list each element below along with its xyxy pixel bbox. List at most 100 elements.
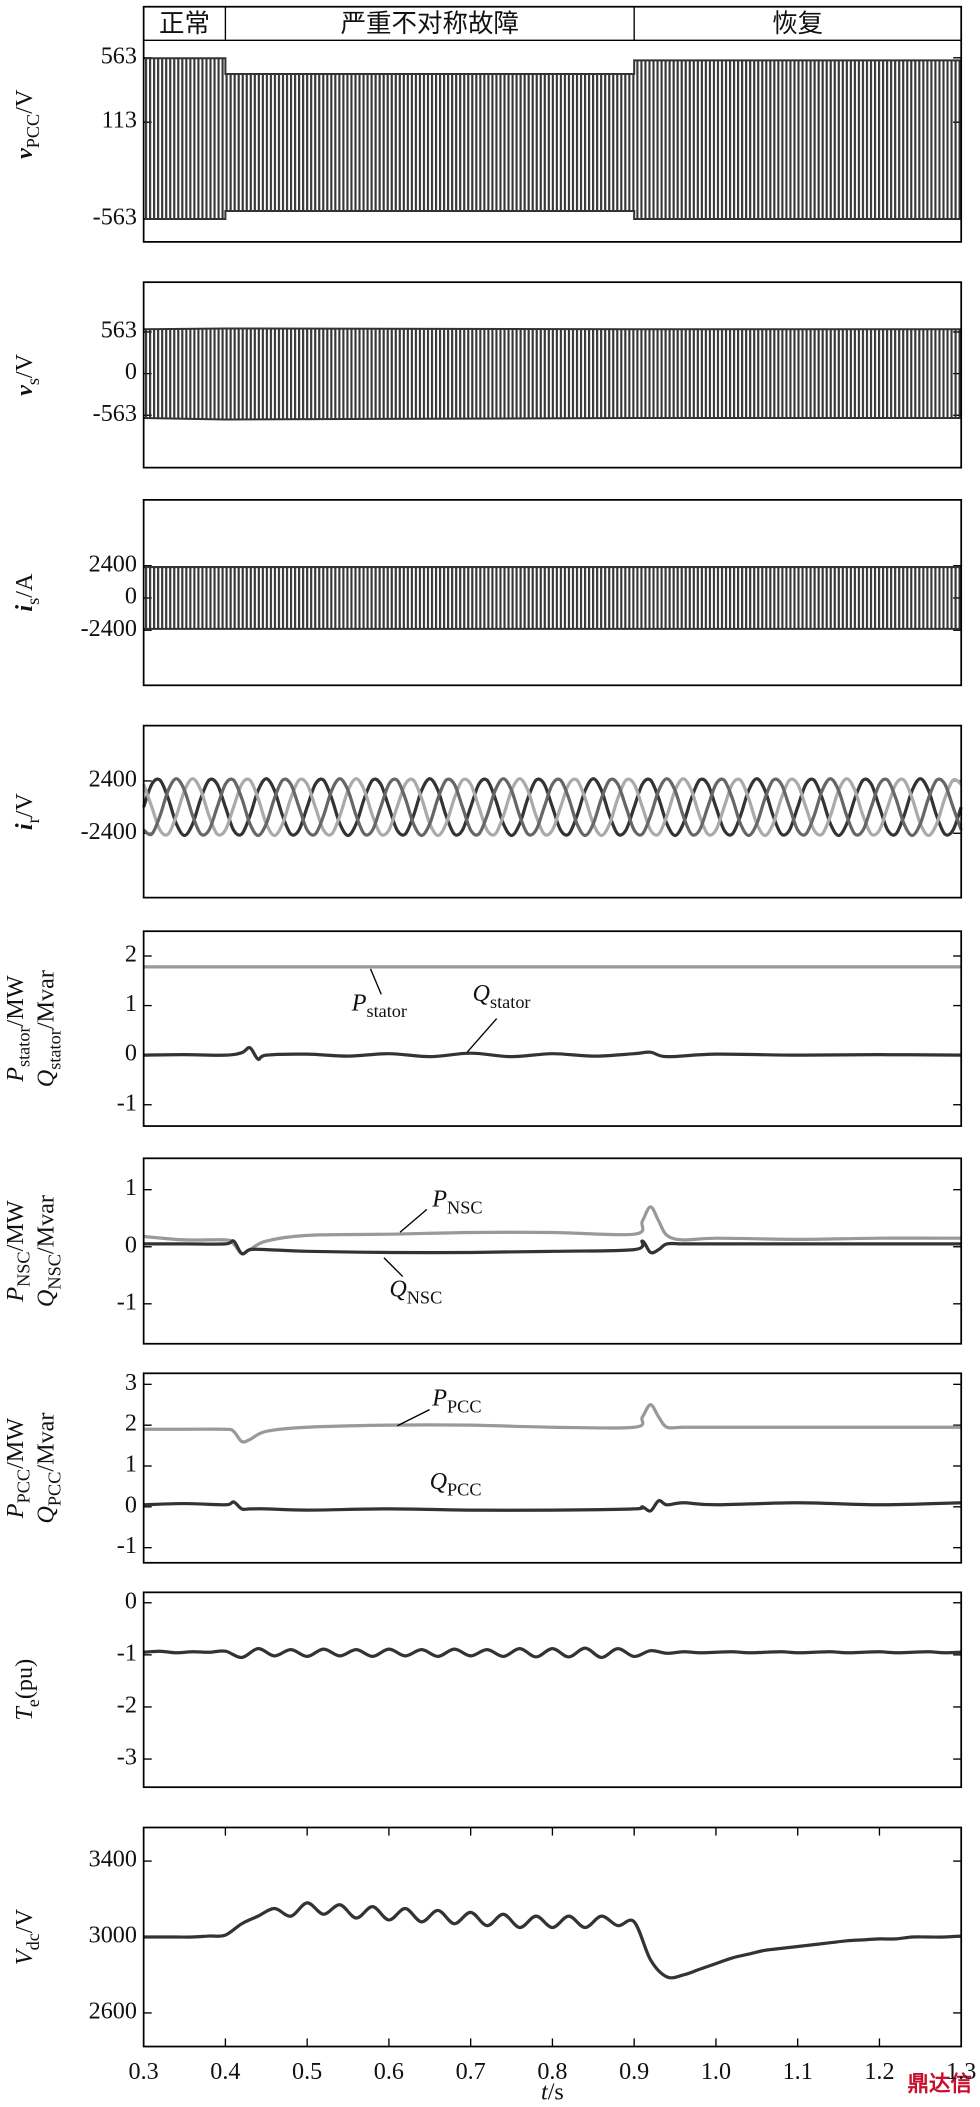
watermark: 鼎达信 bbox=[908, 2071, 972, 2097]
plot-frame bbox=[142, 1157, 963, 1345]
label-part: /V bbox=[11, 793, 38, 818]
waveform-band bbox=[143, 58, 962, 219]
series-label: QNSC bbox=[389, 1276, 442, 1308]
y-axis-title: Pstator/MW bbox=[2, 975, 34, 1083]
label-part: PCC bbox=[14, 1469, 34, 1504]
label-part: r bbox=[23, 817, 43, 823]
label-part: i bbox=[11, 823, 38, 830]
waveform-envelope bbox=[143, 327, 962, 331]
y-tick-label: 3400 bbox=[89, 1846, 137, 1873]
y-tick-label: -1 bbox=[117, 1639, 137, 1666]
y-tick-label: 563 bbox=[101, 42, 137, 69]
y-tick-label: 0 bbox=[125, 583, 137, 610]
label-part: s bbox=[23, 378, 43, 385]
label-part: /A bbox=[11, 573, 38, 598]
series-line bbox=[143, 1403, 962, 1444]
series-line bbox=[143, 1646, 962, 1660]
waveform-envelope bbox=[143, 57, 962, 75]
y-tick-label: 2400 bbox=[89, 550, 137, 577]
series-line bbox=[142, 777, 963, 838]
y-axis-title: PPCC/MW bbox=[2, 1418, 34, 1520]
segment-label: 严重不对称故障 bbox=[341, 9, 519, 39]
plot-frame bbox=[142, 1372, 963, 1564]
x-tick-label: 0.8 bbox=[537, 2058, 567, 2085]
y-axis-title: Vdc/V bbox=[11, 1908, 43, 1965]
label-part: NSC bbox=[14, 1251, 34, 1287]
series-line bbox=[143, 1045, 962, 1061]
series-label: Pstator bbox=[351, 989, 407, 1021]
y-tick-label: 3000 bbox=[89, 1922, 137, 1949]
label-part: /MW bbox=[2, 1200, 29, 1251]
label-part: Q bbox=[33, 1506, 60, 1523]
label-part: PCC bbox=[23, 114, 43, 149]
plot-frame bbox=[142, 281, 963, 469]
label-part: stator bbox=[14, 1026, 34, 1067]
series-label: Qstator bbox=[473, 980, 531, 1012]
leader-line bbox=[397, 1408, 430, 1427]
label-part: /V bbox=[11, 89, 38, 114]
y-axis-title: vPCC/V bbox=[11, 89, 43, 159]
label-part: PCC bbox=[447, 1396, 481, 1416]
waveform-band bbox=[143, 567, 962, 629]
x-tick-label: 0.3 bbox=[129, 2058, 159, 2085]
y-axis-title: QNSC/Mvar bbox=[33, 1195, 65, 1307]
y-tick-label: -563 bbox=[93, 400, 137, 427]
y-tick-label: 0 bbox=[125, 358, 137, 385]
segment-label: 正常 bbox=[159, 9, 210, 39]
x-tick-label: 1.2 bbox=[864, 2058, 894, 2085]
y-tick-label: 2 bbox=[125, 941, 137, 968]
y-tick-label: 2 bbox=[125, 1410, 137, 1437]
leader-line bbox=[383, 1257, 404, 1278]
label-part: v bbox=[11, 385, 38, 396]
y-tick-label: -2400 bbox=[81, 615, 137, 642]
series-label: QPCC bbox=[430, 1468, 482, 1500]
label-part: /Mvar bbox=[33, 970, 60, 1029]
label-part: P bbox=[2, 1067, 29, 1083]
label-part: PCC bbox=[447, 1480, 481, 1500]
label-part: NSC bbox=[407, 1287, 442, 1307]
label-part: /V bbox=[11, 1908, 38, 1933]
label-part: Q bbox=[33, 1290, 60, 1307]
label-part: Q bbox=[430, 1468, 447, 1495]
label-part: stator bbox=[490, 992, 531, 1012]
leader-line bbox=[369, 968, 382, 995]
series-line bbox=[142, 777, 963, 838]
y-axis-title: ir/V bbox=[11, 793, 43, 831]
label-part: Q bbox=[473, 980, 490, 1007]
x-tick-label: 0.7 bbox=[456, 2058, 486, 2085]
x-tick-label: 0.6 bbox=[374, 2058, 404, 2085]
y-tick-label: 0 bbox=[125, 1231, 137, 1258]
y-tick-label: 0 bbox=[125, 1491, 137, 1518]
waveform-band bbox=[143, 328, 962, 420]
x-tick-label: 0.4 bbox=[210, 2058, 240, 2085]
leader-line bbox=[466, 1018, 498, 1053]
plot-frame bbox=[142, 1591, 963, 1789]
plot-frame bbox=[142, 1826, 963, 2048]
y-tick-label: 2600 bbox=[89, 1997, 137, 2024]
y-tick-label: 1 bbox=[125, 1451, 137, 1478]
y-tick-label: 1 bbox=[125, 990, 137, 1017]
x-tick-label: 1.0 bbox=[701, 2058, 731, 2085]
x-tick-label: 1.3 bbox=[946, 2058, 976, 2085]
y-tick-label: 2400 bbox=[89, 765, 137, 792]
plot-frame bbox=[142, 5, 963, 243]
label-part: P bbox=[431, 1385, 447, 1412]
y-tick-label: -1 bbox=[117, 1532, 137, 1559]
label-part: s bbox=[23, 598, 43, 605]
label-part: NSC bbox=[44, 1254, 64, 1290]
y-tick-label: -1 bbox=[117, 1288, 137, 1315]
y-tick-label: 563 bbox=[101, 317, 137, 344]
y-axis-title: vs/V bbox=[11, 353, 43, 396]
waveform-envelope bbox=[143, 209, 962, 220]
label-part: T bbox=[11, 1706, 38, 1721]
x-tick-label: 0.9 bbox=[619, 2058, 649, 2085]
segment-label: 恢复 bbox=[772, 9, 823, 39]
label-part: /MW bbox=[2, 1418, 29, 1469]
label-part: /MW bbox=[2, 975, 29, 1026]
label-part: i bbox=[11, 605, 38, 612]
y-axis-title: Te(pu) bbox=[11, 1659, 43, 1721]
label-part: /V bbox=[11, 353, 38, 378]
label-part: P bbox=[351, 989, 367, 1016]
label-part: P bbox=[431, 1186, 447, 1213]
label-part: Q bbox=[389, 1276, 406, 1303]
